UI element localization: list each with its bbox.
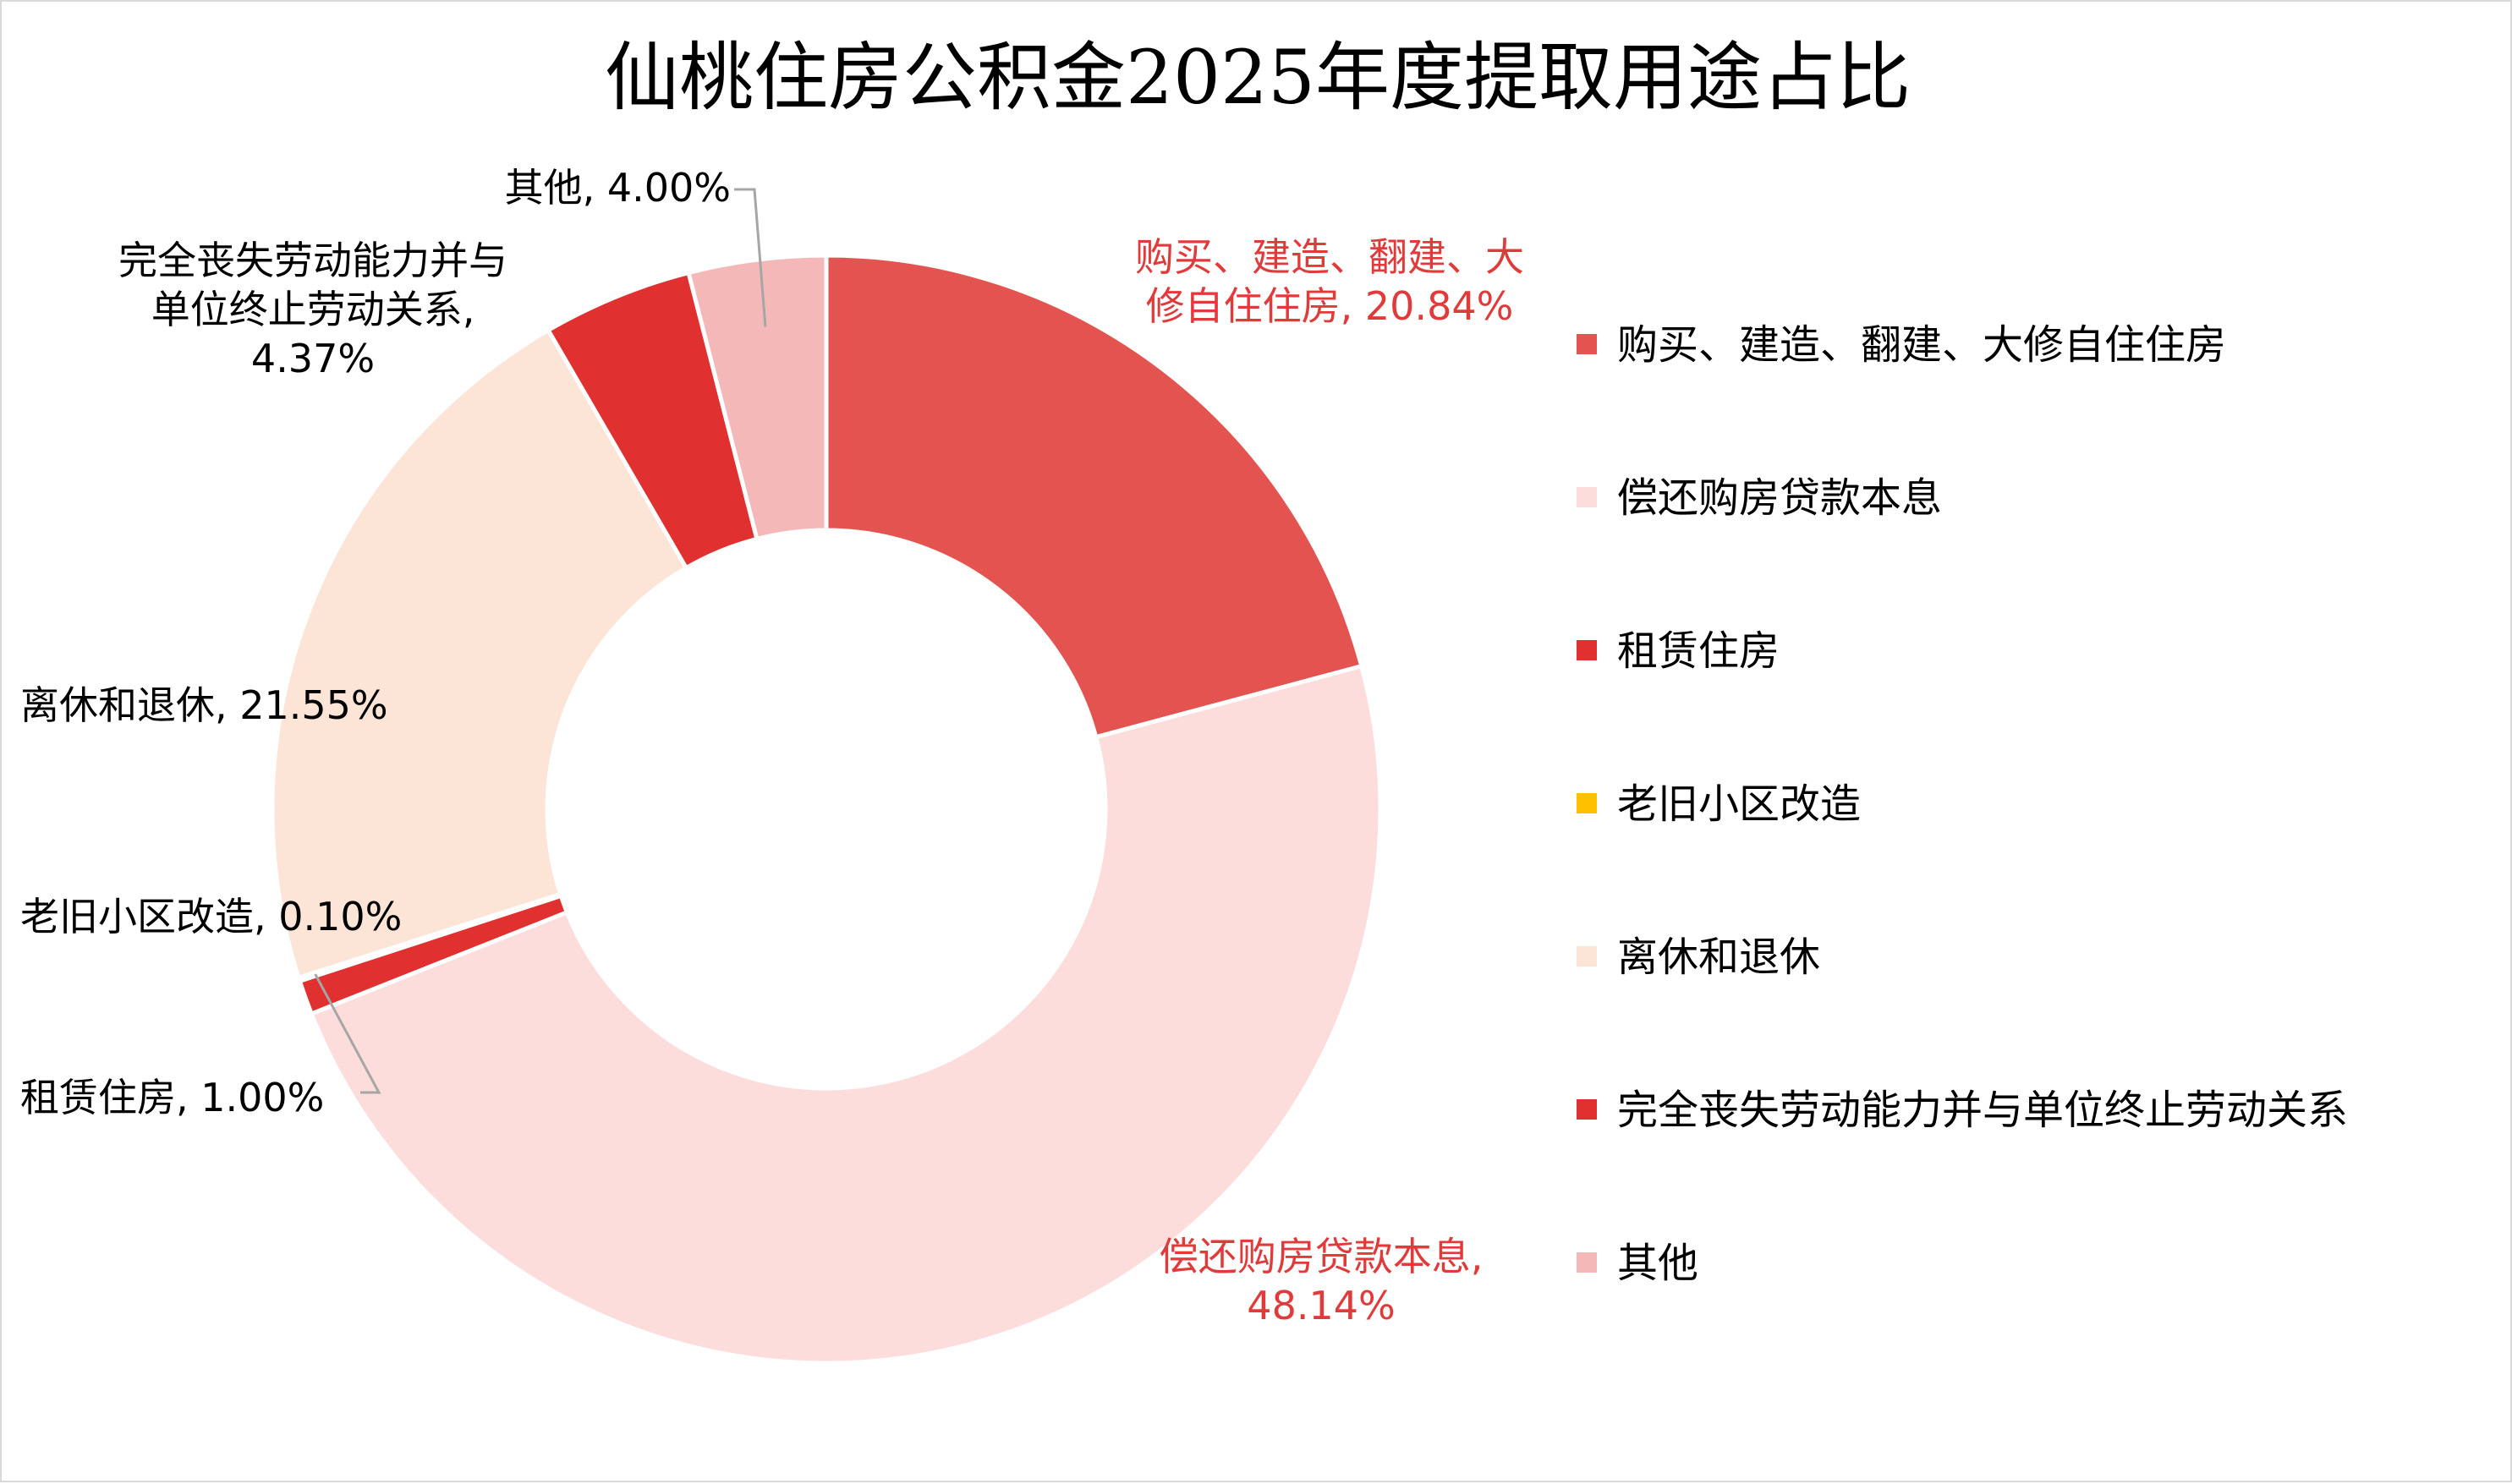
data-labels: 购买、建造、翻建、大修自住住房, 20.84% 偿还购房贷款本息, 48.14% 租赁…	[20, 165, 1524, 1328]
data-label-1: 偿还购房贷款本息, 48.14%	[1160, 1234, 1484, 1328]
data-label-3: 老旧小区改造, 0.10%	[20, 894, 402, 939]
legend-label-5: 完全丧失劳动能力并与单位终止劳动关系	[1617, 1087, 2348, 1134]
leader-lines	[314, 188, 767, 1094]
slice-1	[309, 663, 1383, 1366]
legend-label-3: 老旧小区改造	[1617, 780, 1861, 828]
data-label-line: 单位终止劳动关系,	[151, 287, 475, 332]
data-label-line: 4.37%	[251, 336, 375, 381]
legend-label-4: 离休和退休	[1617, 934, 1820, 981]
slice-6	[686, 253, 829, 542]
data-label-line: 其他, 4.00%	[505, 165, 731, 211]
legend-swatch-1	[1577, 487, 1597, 507]
leader-line-6	[734, 188, 767, 327]
legend-label-2: 租赁住房	[1617, 627, 1780, 675]
data-label-4: 离休和退休, 21.55%	[20, 682, 388, 728]
data-label-line: 老旧小区改造, 0.10%	[20, 894, 402, 939]
legend-swatch-5	[1577, 1099, 1597, 1120]
legend-swatch-2	[1577, 640, 1597, 660]
data-label-line: 离休和退休, 21.55%	[20, 682, 388, 728]
legend-swatch-3	[1577, 793, 1597, 813]
data-label-line: 修自住住房, 20.84%	[1146, 283, 1514, 329]
legend-swatch-0	[1577, 334, 1597, 354]
slices	[270, 253, 1383, 1366]
data-label-2: 租赁住房, 1.00%	[20, 1075, 324, 1120]
legend-swatch-4	[1577, 946, 1597, 967]
data-label-line: 购买、建造、翻建、大	[1135, 234, 1524, 280]
legend-label-0: 购买、建造、翻建、大修自住住房	[1617, 321, 2226, 369]
data-label-line: 完全丧失劳动能力并与	[118, 238, 507, 283]
legend: 购买、建造、翻建、大修自住住房偿还购房贷款本息租赁住房老旧小区改造离休和退休完全…	[1577, 321, 2348, 1287]
chart-title: 仙桃住房公积金2025年度提取用途占比	[605, 34, 1911, 121]
legend-swatch-6	[1577, 1252, 1597, 1273]
slice-4	[270, 327, 689, 981]
legend-label-1: 偿还购房贷款本息	[1617, 474, 1942, 522]
slice-0	[824, 253, 1364, 740]
legend-label-6: 其他	[1617, 1240, 1698, 1287]
leader-line-3	[314, 973, 381, 1094]
data-label-line: 租赁住房, 1.00%	[20, 1075, 324, 1120]
data-label-0: 购买、建造、翻建、大修自住住房, 20.84%	[1135, 234, 1524, 329]
data-label-line: 48.14%	[1247, 1283, 1395, 1328]
data-label-5: 完全丧失劳动能力并与单位终止劳动关系, 4.37%	[118, 238, 507, 381]
data-label-6: 其他, 4.00%	[505, 165, 731, 211]
data-label-line: 偿还购房贷款本息,	[1160, 1234, 1484, 1279]
